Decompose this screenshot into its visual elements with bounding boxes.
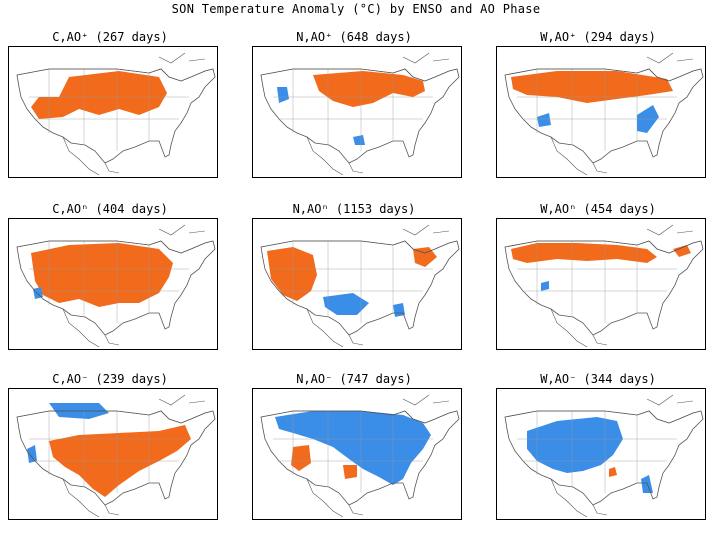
cool-anomaly-region xyxy=(541,281,549,291)
map-panel: N,AO⁺ (648 days) xyxy=(244,30,464,180)
panel-title: C,AO⁻ (239 days) xyxy=(52,372,168,386)
map-frame xyxy=(8,388,218,520)
neighbor-coastlines xyxy=(16,224,214,348)
state-boundaries xyxy=(29,69,189,151)
cool-anomaly-region xyxy=(537,113,551,127)
panel-title: W,AO⁻ (344 days) xyxy=(540,372,656,386)
us-map xyxy=(504,52,704,176)
state-boundaries xyxy=(517,411,677,493)
warm-anomaly-region xyxy=(313,71,425,107)
us-map xyxy=(504,394,704,518)
state-boundaries xyxy=(517,241,677,323)
us-map xyxy=(260,52,460,176)
figure-title: SON Temperature Anomaly (°C) by ENSO and… xyxy=(171,2,541,16)
map-panel: W,AO⁺ (294 days) xyxy=(488,30,708,180)
cool-anomaly-region xyxy=(277,87,289,103)
map-panel: C,AO⁻ (239 days) xyxy=(0,372,220,522)
map-frame xyxy=(8,218,218,350)
cool-anomaly-region xyxy=(275,411,431,485)
warm-anomaly-region xyxy=(343,465,357,479)
warm-anomaly-region xyxy=(511,243,657,263)
warm-anomaly-region xyxy=(673,245,691,257)
state-boundaries xyxy=(273,241,433,323)
panel-title: C,AO⁺ (267 days) xyxy=(52,30,168,44)
neighbor-coastlines xyxy=(504,394,702,518)
map-panel: N,AO⁻ (747 days) xyxy=(244,372,464,522)
neighbor-coastlines xyxy=(260,52,458,176)
map-frame xyxy=(496,388,706,520)
warm-anomaly-region xyxy=(31,243,173,307)
warm-anomaly-region xyxy=(609,467,617,477)
warm-anomaly-region xyxy=(31,71,167,119)
us-map xyxy=(260,224,460,348)
us-map xyxy=(16,224,216,348)
cool-anomaly-region xyxy=(323,293,369,315)
us-map xyxy=(16,52,216,176)
cool-anomaly-region xyxy=(527,417,623,473)
cool-anomaly-region xyxy=(393,303,405,317)
map-frame xyxy=(252,218,462,350)
cool-anomaly-region xyxy=(27,445,37,463)
map-frame xyxy=(496,46,706,178)
neighbor-coastlines xyxy=(504,224,702,348)
neighbor-coastlines xyxy=(16,52,214,176)
map-panel: N,AOⁿ (1153 days) xyxy=(244,202,464,352)
panel-title: W,AO⁺ (294 days) xyxy=(540,30,656,44)
state-boundaries xyxy=(273,69,433,151)
us-map xyxy=(260,394,460,518)
neighbor-coastlines xyxy=(16,394,214,518)
neighbor-coastlines xyxy=(260,224,458,348)
panel-title: N,AO⁺ (648 days) xyxy=(296,30,412,44)
warm-anomaly-region xyxy=(291,445,311,471)
panel-title: C,AOⁿ (404 days) xyxy=(52,202,168,216)
panel-title: N,AO⁻ (747 days) xyxy=(296,372,412,386)
us-map xyxy=(504,224,704,348)
map-frame xyxy=(496,218,706,350)
map-panel: W,AO⁻ (344 days) xyxy=(488,372,708,522)
warm-anomaly-region xyxy=(511,71,673,103)
state-boundaries xyxy=(517,69,677,151)
panel-title: W,AOⁿ (454 days) xyxy=(540,202,656,216)
map-panel: C,AOⁿ (404 days) xyxy=(0,202,220,352)
map-panel: W,AOⁿ (454 days) xyxy=(488,202,708,352)
map-frame xyxy=(252,388,462,520)
panel-title: N,AOⁿ (1153 days) xyxy=(292,202,416,216)
map-frame xyxy=(252,46,462,178)
neighbor-coastlines xyxy=(260,394,458,518)
cool-anomaly-region xyxy=(353,135,365,145)
map-frame xyxy=(8,46,218,178)
state-boundaries xyxy=(273,411,433,493)
us-map xyxy=(16,394,216,518)
warm-anomaly-region xyxy=(413,247,437,267)
map-panel: C,AO⁺ (267 days) xyxy=(0,30,220,180)
warm-anomaly-region xyxy=(267,247,317,301)
state-boundaries xyxy=(29,411,189,493)
neighbor-coastlines xyxy=(504,52,702,176)
state-boundaries xyxy=(29,241,189,323)
